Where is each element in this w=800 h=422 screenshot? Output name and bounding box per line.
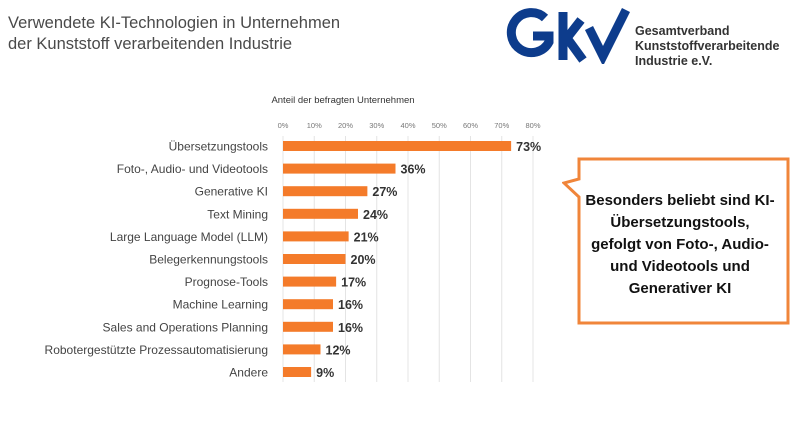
bar xyxy=(283,276,337,287)
data-label: 36% xyxy=(401,163,426,177)
x-tick-label: 20% xyxy=(338,121,353,130)
x-tick-label: 70% xyxy=(494,121,509,130)
category-label: Sales and Operations Planning xyxy=(103,320,268,334)
bar xyxy=(283,163,396,174)
category-label: Text Mining xyxy=(207,207,268,221)
callout-box xyxy=(562,157,790,325)
bar xyxy=(283,208,358,219)
data-label: 9% xyxy=(316,366,334,380)
category-label: Foto-, Audio- und Videotools xyxy=(117,162,268,176)
bar-chart: Anteil der befragten Unternehmen 0% 10% 20%… xyxy=(45,95,541,382)
data-label: 21% xyxy=(354,230,379,244)
callout-text: Besonders beliebt sind KI-Übersetzungsto… xyxy=(585,192,775,297)
x-tick-label: 30% xyxy=(369,121,384,130)
data-label: 24% xyxy=(363,208,388,222)
x-tick-label: 0% xyxy=(278,121,289,130)
category-label: Übersetzungstools xyxy=(169,140,268,154)
x-tick-label: 40% xyxy=(400,121,415,130)
page-title: Verwendete KI-Technologien in Unternehme… xyxy=(8,13,340,55)
title-line-1: Verwendete KI-Technologien in Unternehme… xyxy=(8,14,341,32)
category-label: Prognose-Tools xyxy=(185,275,268,289)
category-label: Generative KI xyxy=(195,185,268,199)
data-label: 20% xyxy=(351,253,376,267)
bar xyxy=(283,141,512,151)
x-tick-label: 60% xyxy=(463,121,478,130)
data-label: 27% xyxy=(372,185,397,199)
bar xyxy=(283,254,346,264)
data-label: 16% xyxy=(338,298,363,312)
logo-line-2: Kunststoffverarbeitende xyxy=(635,39,780,53)
x-tick-label: 80% xyxy=(525,121,540,130)
bar xyxy=(283,321,333,332)
bar xyxy=(283,367,312,377)
data-label: 73% xyxy=(516,140,541,154)
bar xyxy=(283,186,368,197)
x-tick-label: 10% xyxy=(307,121,322,130)
bar xyxy=(283,344,321,355)
data-label: 17% xyxy=(341,276,366,290)
data-label: 12% xyxy=(326,343,351,357)
category-label: Large Language Model (LLM) xyxy=(110,230,268,244)
category-label: Belegerkennungstools xyxy=(149,253,268,267)
x-tick-label: 50% xyxy=(432,121,447,130)
x-axis-label: Anteil der befragten Unternehmen xyxy=(271,95,414,106)
gkv-logo xyxy=(506,7,630,64)
logo-line-1: Gesamtverband xyxy=(635,24,730,38)
bar xyxy=(283,299,333,310)
category-label: Machine Learning xyxy=(173,298,268,312)
data-label: 16% xyxy=(338,321,363,335)
logo-line-3: Industrie e.V. xyxy=(635,54,713,68)
category-label: Robotergestützte Prozessautomatisierung xyxy=(45,343,268,357)
logo-text: Gesamtverband Kunststoffverarbeitende In… xyxy=(635,24,779,69)
bar xyxy=(283,231,349,242)
category-label: Andere xyxy=(229,366,268,380)
title-line-2: der Kunststoff verarbeitenden Industrie xyxy=(8,35,293,53)
